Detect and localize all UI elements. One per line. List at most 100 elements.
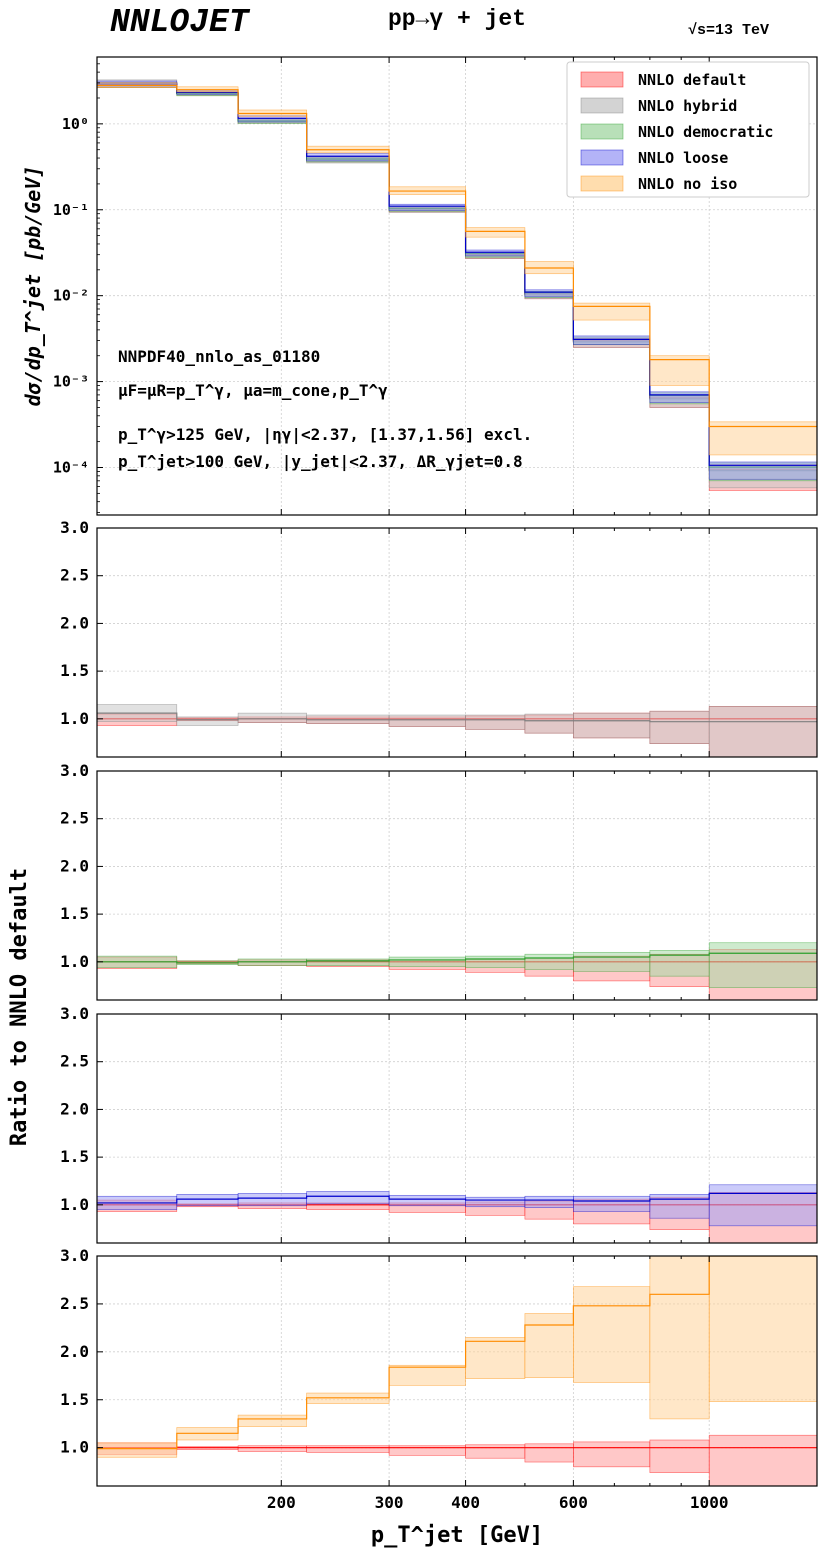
annotation-line: NNPDF40_nnlo_as_01180 [118, 347, 320, 366]
band-bin [649, 950, 710, 977]
band-bin [176, 1194, 239, 1207]
band-bin [388, 714, 466, 727]
band-bin [388, 1194, 466, 1207]
band-bin [573, 335, 651, 345]
band-bin [708, 421, 817, 456]
legend-swatch [580, 123, 624, 140]
band-bin [306, 1191, 390, 1205]
band-bin [524, 953, 574, 970]
panel-frame [96, 527, 818, 758]
brand-title: NNLOJET [110, 4, 249, 41]
panel-data-1 [97, 704, 817, 757]
panel-frame [96, 1013, 818, 1244]
legend-swatch [580, 149, 624, 166]
band-bin [708, 706, 817, 757]
y-tick-label: 2.0 [60, 1099, 89, 1118]
y-tick-label: 3.0 [60, 1004, 89, 1023]
band-bin [388, 1364, 466, 1386]
band-bin [524, 713, 574, 734]
energy-value: =13 TeV [706, 22, 770, 39]
band-bin [237, 1445, 307, 1452]
central-line [97, 712, 817, 723]
x-axis-label: p_T^jet [GeV] [371, 1523, 543, 1548]
band-bin [573, 1441, 651, 1468]
central-line [97, 1256, 817, 1450]
y-tick-label: 1.5 [60, 1390, 89, 1409]
legend: NNLO default NNLO hybrid NNLO democratic NN… [566, 61, 810, 198]
band-bin [524, 289, 574, 298]
y-tick-label: 3.0 [60, 518, 89, 537]
band-bin [573, 951, 651, 972]
band-bin [465, 249, 526, 257]
y-tick-label: 10⁻³ [53, 373, 89, 391]
legend-label: NNLO hybrid [638, 97, 737, 115]
y-tick-label: 3.0 [60, 1246, 89, 1265]
legend-label: NNLO loose [638, 149, 728, 167]
band-bin [465, 1337, 526, 1379]
band-bin [465, 227, 526, 238]
x-tick-label: 600 [559, 1493, 588, 1512]
y-tick-label: 10⁰ [62, 115, 89, 133]
annotation-line: μF=μR=p_T^γ, μa=m_cone,p_T^γ [118, 381, 388, 400]
band-bin [708, 461, 817, 480]
band-bin [708, 942, 817, 988]
energy-label: √s=13 TeV [688, 22, 769, 39]
y-tick-label: 1.5 [60, 904, 89, 923]
y-tick-label: 1.0 [60, 709, 89, 728]
x-tick-label: 1000 [690, 1493, 729, 1512]
band-bin [97, 1442, 178, 1458]
band-bin [649, 1194, 710, 1219]
band-bin [388, 203, 466, 211]
band-bin [524, 1195, 574, 1208]
band-bin [708, 1434, 817, 1486]
y-axis-label: dσ/dp_T^jet [pb/GeV] [21, 166, 45, 407]
x-tick-label: 300 [375, 1493, 404, 1512]
legend-box [566, 61, 810, 198]
band-bin [465, 714, 526, 730]
y-tick-label: 10⁻⁴ [53, 459, 89, 477]
annotation-line: p_T^jet>100 GeV, |y_jet|<2.37, ΔR_γjet=0… [118, 452, 523, 472]
x-tick-label: 400 [451, 1493, 480, 1512]
x-tick-label: 200 [267, 1493, 296, 1512]
band-bin [306, 153, 390, 162]
band-bin [708, 1184, 817, 1227]
band-bin [237, 712, 307, 723]
band-bin [306, 1445, 390, 1453]
y-tick-label: 2.0 [60, 856, 89, 875]
legend-swatch [580, 97, 624, 114]
band-bin [176, 716, 239, 726]
annotation-line: p_T^γ>125 GeV, |ηγ|<2.37, [1.37,1.56] ex… [118, 425, 532, 445]
band-bin [649, 710, 710, 744]
band-bin [649, 355, 710, 386]
band-bin [465, 1196, 526, 1208]
band-bin [388, 956, 466, 967]
band-bin [306, 958, 390, 966]
central-line [97, 952, 817, 964]
panel-frame [96, 1255, 818, 1487]
panel-frame [96, 770, 818, 1001]
panel-data-2 [97, 942, 817, 1000]
panel-data-0 [97, 79, 817, 491]
band-bin [649, 1439, 710, 1473]
band-bin [573, 302, 651, 321]
y-tick-label: 2.0 [60, 1342, 89, 1361]
band-bin [649, 391, 710, 403]
y-tick-label: 1.5 [60, 661, 89, 680]
y-tick-label: 3.0 [60, 761, 89, 780]
y-tick-label: 1.0 [60, 1438, 89, 1457]
band-bin [237, 1414, 307, 1427]
central-line [97, 1192, 817, 1204]
y-tick-label: 1.5 [60, 1147, 89, 1166]
y-tick-label: 10⁻² [53, 287, 89, 305]
band-bin [573, 712, 651, 739]
band-bin [237, 1193, 307, 1207]
band-bin [649, 1256, 710, 1420]
band-bin [573, 1286, 651, 1383]
process-title: pp→γ + jet [388, 6, 527, 32]
legend-label: NNLO no iso [638, 175, 737, 193]
y-tick-label: 1.0 [60, 1195, 89, 1214]
y-tick-label: 2.5 [60, 566, 89, 585]
y-tick-label: 10⁻¹ [53, 201, 89, 219]
legend-label: NNLO democratic [638, 123, 773, 141]
